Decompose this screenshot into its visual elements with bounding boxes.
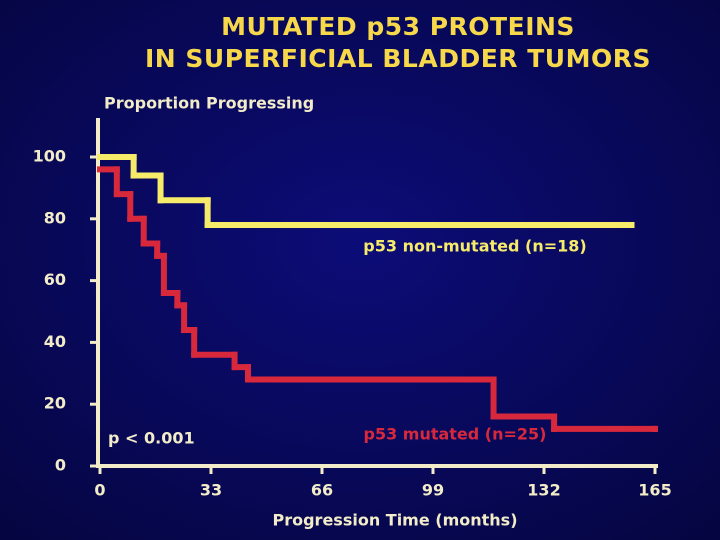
annotation: p < 0.001 — [108, 429, 195, 448]
y-axis-label: Proportion Progressing — [104, 94, 314, 113]
chart-title: IN SUPERFICIAL BLADDER TUMORS — [145, 44, 651, 73]
x-tick-label: 165 — [638, 481, 671, 500]
x-tick-label: 99 — [422, 481, 444, 500]
y-tick-label: 60 — [44, 270, 66, 289]
y-tick-label: 80 — [44, 208, 66, 227]
step-end — [652, 425, 658, 432]
chart-title: MUTATED p53 PROTEINS — [221, 12, 575, 41]
x-tick-label: 33 — [200, 481, 222, 500]
x-tick-label: 0 — [94, 481, 105, 500]
y-tick-label: 40 — [44, 332, 66, 351]
y-tick-label: 100 — [33, 147, 66, 166]
x-tick-label: 66 — [311, 481, 333, 500]
series-label: p53 mutated (n=25) — [363, 425, 546, 444]
y-tick-label: 0 — [55, 456, 66, 475]
y-tick-label: 20 — [44, 394, 66, 413]
step-end — [628, 221, 635, 228]
x-axis-label: Progression Time (months) — [272, 511, 517, 530]
series-label: p53 non-mutated (n=18) — [363, 237, 586, 256]
x-tick-label: 132 — [527, 481, 560, 500]
